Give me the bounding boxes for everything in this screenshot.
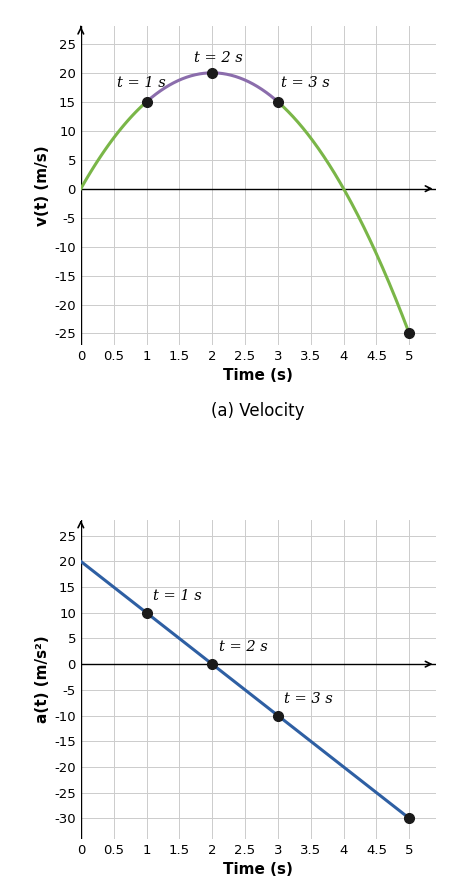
Text: (a) Velocity: (a) Velocity — [211, 403, 305, 420]
Y-axis label: v(t) (m/s): v(t) (m/s) — [35, 146, 50, 226]
Text: t = 1 s: t = 1 s — [117, 76, 166, 90]
Text: t = 3 s: t = 3 s — [285, 691, 333, 706]
Text: t = 1 s: t = 1 s — [153, 589, 202, 603]
X-axis label: Time (s): Time (s) — [223, 368, 293, 383]
Y-axis label: a(t) (m/s²): a(t) (m/s²) — [35, 636, 50, 723]
X-axis label: Time (s): Time (s) — [223, 863, 293, 878]
Text: t = 2 s: t = 2 s — [219, 640, 268, 654]
Text: t = 3 s: t = 3 s — [281, 76, 330, 90]
Text: t = 2 s: t = 2 s — [194, 51, 242, 65]
